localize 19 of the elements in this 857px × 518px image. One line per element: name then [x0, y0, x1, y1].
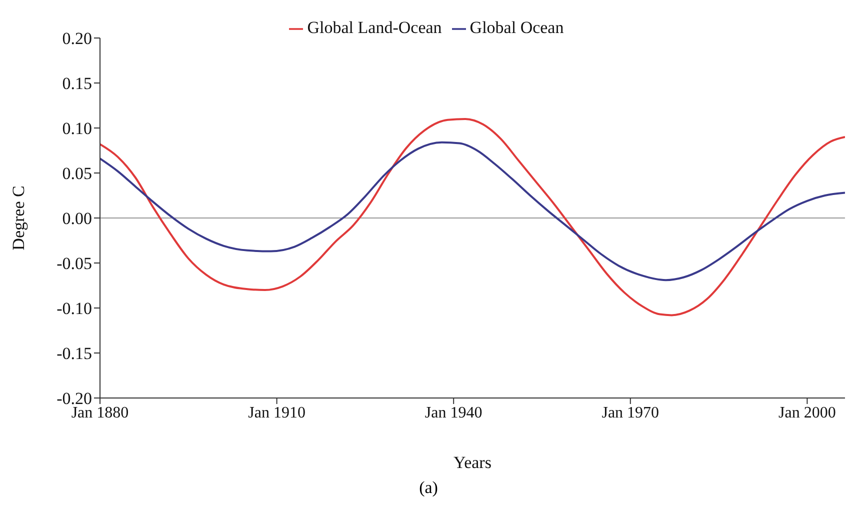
y-tick-label: 0.10: [62, 119, 92, 138]
x-tick-label: Jan 2000: [778, 404, 836, 422]
y-tick-label: 0.00: [62, 209, 92, 228]
y-tick-label: -0.15: [56, 344, 92, 364]
x-tick-label: Jan 1970: [602, 404, 660, 422]
y-tick-label: 0.05: [62, 164, 92, 184]
x-axis-title: Years: [454, 453, 492, 472]
y-tick-label: 0.20: [62, 29, 92, 48]
legend-label: Global Ocean: [470, 18, 564, 37]
line-series: [100, 141, 845, 282]
legend-label: Global Land-Ocean: [307, 18, 442, 37]
x-tick-label: Jan 1910: [248, 404, 306, 422]
y-tick-label: 0.15: [62, 74, 92, 94]
x-tick-label: Jan 1940: [424, 404, 482, 422]
y-axis-title: Degree C: [9, 186, 28, 250]
y-tick-label: -0.10: [56, 299, 92, 318]
text: (a): [418, 478, 439, 498]
line-series: [100, 118, 845, 316]
y-tick-label: -0.05: [56, 254, 92, 274]
